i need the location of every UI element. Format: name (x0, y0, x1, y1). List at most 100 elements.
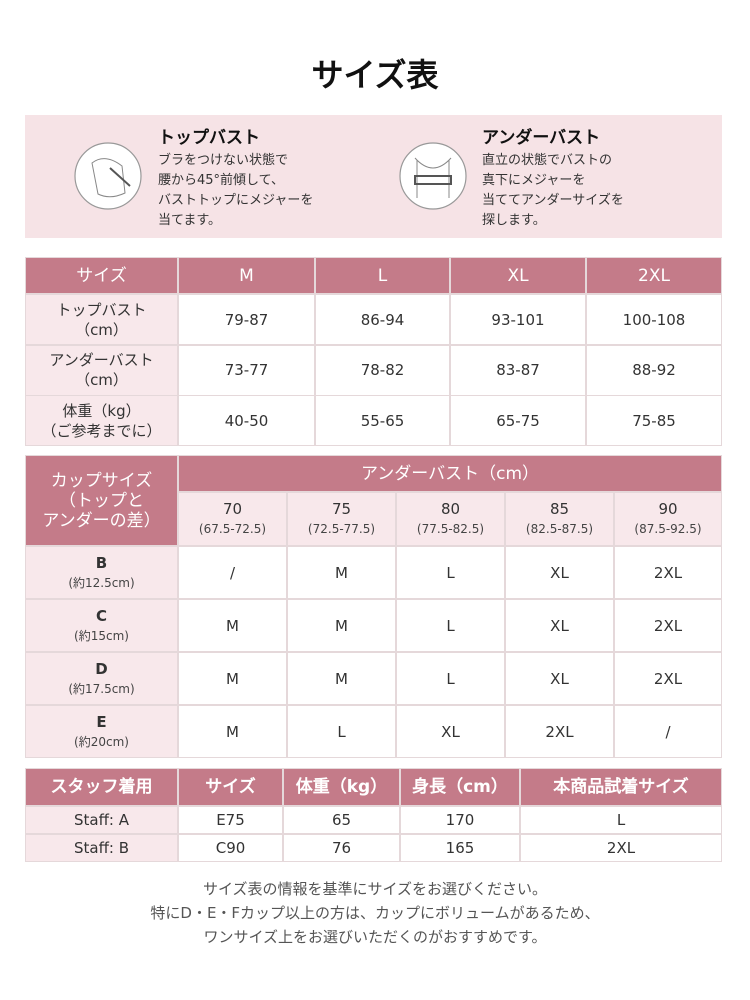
cell-text: M (335, 563, 348, 582)
cell-text: L (616, 811, 626, 829)
table-cell: 79-87 (178, 294, 315, 345)
cell-text: M (226, 722, 239, 741)
cell-text: (77.5-82.5) (416, 522, 485, 536)
cell-text: XL (507, 265, 529, 286)
table-cell: L (287, 705, 396, 758)
table-cell: 75-85 (586, 395, 722, 446)
cell-text: サイズ (205, 777, 256, 797)
cell-text: 78-82 (360, 361, 405, 379)
cell-text: E75 (216, 811, 245, 829)
table-cell: 2XL (505, 705, 614, 758)
cell-text: 本商品試着サイズ (553, 777, 689, 797)
cell-text: カップサイズ (50, 470, 153, 491)
cell-text: L (377, 265, 388, 286)
cell-text: 65 (331, 811, 352, 829)
cell-text: 2XL (545, 722, 574, 741)
cell-text: XL (550, 563, 569, 582)
cell-text: (82.5-87.5) (525, 522, 594, 536)
cell-text: 75-85 (632, 411, 676, 430)
table-cell: 2XL (614, 652, 722, 705)
cell-text: (約20cm) (74, 734, 129, 749)
cell-text: （ご参考までに） (41, 421, 162, 440)
cell-text: C (95, 606, 107, 625)
cell-text: C90 (215, 839, 246, 857)
table-cell: 体重（kg） （ご参考までに） (25, 395, 178, 446)
cell-text: アンダーバスト (49, 351, 154, 369)
table-cell: XL (505, 652, 614, 705)
cell-text: (72.5-77.5) (307, 522, 376, 536)
cell-text: （cm） (75, 371, 128, 389)
cell-text: (67.5-72.5) (198, 522, 267, 536)
measure-line: 当てます。 (158, 213, 222, 228)
cell-text: 88-92 (632, 361, 676, 379)
cell-text: B (95, 553, 108, 572)
cell-text: M (335, 616, 348, 635)
table-cell: / (614, 705, 722, 758)
cell-text: (約17.5cm) (68, 681, 135, 696)
table-cell: 80 (77.5-82.5) (396, 492, 505, 546)
cell-text: 体重（kg） (295, 777, 388, 797)
table-cell: 93-101 (450, 294, 586, 345)
cell-text: L (446, 669, 455, 688)
cell-text: M (239, 265, 254, 286)
table-cell: C90 (178, 834, 283, 862)
cell-text: 2XL (638, 265, 670, 286)
cell-text: Staff: A (73, 811, 129, 829)
table-cell: M (178, 652, 287, 705)
cell-text: XL (550, 669, 569, 688)
table-cell: 83-87 (450, 344, 586, 396)
cell-text: (87.5-92.5) (634, 522, 702, 536)
cell-text: L (446, 616, 455, 635)
table-cell: 本商品試着サイズ (520, 768, 722, 806)
cell-text: / (665, 722, 671, 741)
table-cell: 身長（cm） (400, 768, 520, 806)
table-cell: B (約12.5cm) (25, 546, 178, 599)
table-cell: M (287, 652, 396, 705)
table-cell: 76 (283, 834, 400, 862)
cell-text: 93-101 (491, 310, 545, 329)
table-cell: XL (505, 599, 614, 652)
table-cell: L (396, 546, 505, 599)
cell-text: L (337, 722, 346, 741)
table-cell: 2XL (614, 546, 722, 599)
table-cell: アンダーバスト（cm） (178, 455, 722, 492)
table-cell: M (178, 257, 315, 294)
measure-line: バストトップにメジャーを (158, 193, 314, 208)
under-bust-text: アンダーバスト 直立の状態でバストの 真下にメジャーを 当ててアンダーサイズを 探します… (482, 127, 624, 231)
table-cell: C (約15cm) (25, 599, 178, 652)
cell-text: Staff: B (73, 839, 130, 857)
footer-note: サイズ表の情報を基準にサイズをお選びください。 特にD・E・Fカップ以上の方は、カ… (0, 877, 750, 949)
cell-text: 70 (222, 500, 243, 518)
table-cell: XL (505, 546, 614, 599)
table-cell: M (287, 599, 396, 652)
table-cell: 65 (283, 806, 400, 834)
footer-line: 特にD・E・Fカップ以上の方は、カップにボリュームがあるため、 (150, 904, 600, 922)
table-cell: 90 (87.5-92.5) (614, 492, 722, 546)
measure-line: 直立の状態でバストの (482, 153, 613, 168)
cell-text: 90 (658, 500, 678, 518)
cell-text: / (229, 563, 236, 582)
measure-title: アンダーバスト (482, 128, 601, 148)
cell-text: 79-87 (224, 310, 269, 329)
table-cell: Staff: A (25, 806, 178, 834)
cell-text: 73-77 (224, 361, 269, 379)
cell-text: L (446, 563, 455, 582)
cell-text: スタッフ着用 (50, 777, 153, 797)
table-cell: 40-50 (178, 395, 315, 446)
cell-text: 65-75 (496, 411, 540, 430)
cell-text: 体重（kg） (62, 401, 141, 420)
cell-text: 80 (440, 500, 461, 518)
top-bust-icon (74, 142, 142, 210)
table-cell: 体重（kg） (283, 768, 400, 806)
table-cell: M (178, 599, 287, 652)
cell-text: 83-87 (496, 361, 540, 379)
table-cell: E (約20cm) (25, 705, 178, 758)
cell-text: 75 (331, 500, 352, 518)
table-cell: XL (450, 257, 586, 294)
table-cell: 2XL (520, 834, 722, 862)
table-cell: 100-108 (586, 294, 722, 345)
table-cell: L (396, 599, 505, 652)
table-cell: 73-77 (178, 344, 315, 396)
cell-text: サイズ (76, 265, 127, 286)
cell-text: 76 (331, 839, 352, 857)
